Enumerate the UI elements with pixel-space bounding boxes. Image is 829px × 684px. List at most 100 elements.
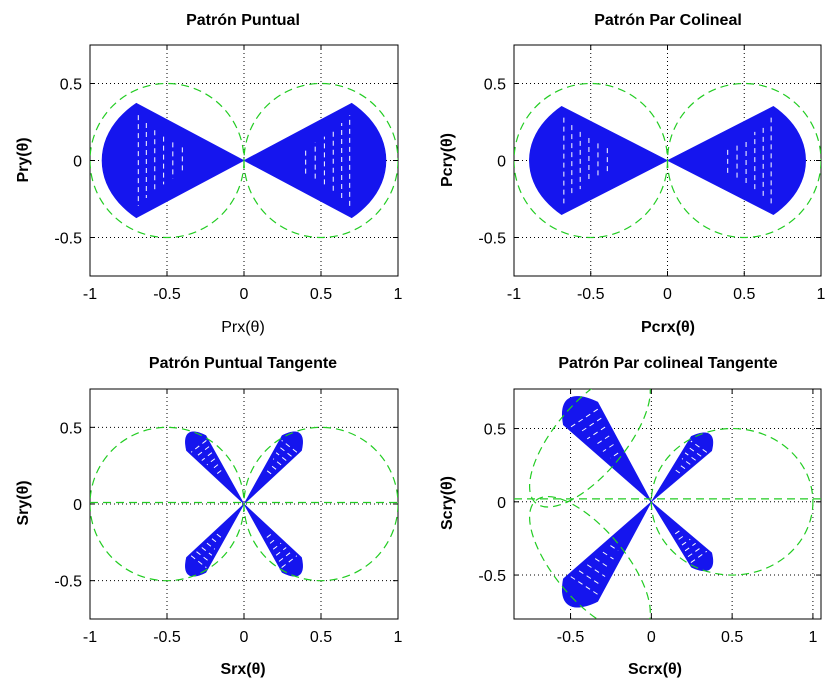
subplot-title: Patrón Puntual xyxy=(186,12,300,29)
lobe-hatch xyxy=(578,417,602,434)
y-axis-label: Pry(θ) xyxy=(15,137,32,182)
subplot-patron-par-colineal-tangente: Patrón Par colineal Tangente Scrx(θ) Scr… xyxy=(439,355,822,678)
x-tick-label: 0.5 xyxy=(721,629,743,646)
lobe-hatch xyxy=(278,446,292,457)
lobe-hatch xyxy=(684,452,696,461)
y-tick-label: 0 xyxy=(73,497,82,514)
lobe-hatch xyxy=(269,538,277,544)
filled-lobe xyxy=(185,431,245,505)
lobe-hatch xyxy=(206,458,216,466)
y-tick-label: 0 xyxy=(73,154,82,171)
filled-lobe xyxy=(529,106,669,215)
x-tick-label: 0 xyxy=(647,629,656,646)
x-tick-label: 0.5 xyxy=(733,286,755,303)
filled-lobe xyxy=(666,106,806,215)
y-tick-label: 0.5 xyxy=(484,422,506,439)
filled-lobe xyxy=(651,432,714,503)
lobe-hatch xyxy=(586,564,606,577)
y-axis-label: Sry(θ) xyxy=(15,480,32,525)
lobe-hatch xyxy=(272,542,282,550)
lobe-hatch xyxy=(687,546,702,558)
x-tick-label: 0.5 xyxy=(310,629,332,646)
x-tick-label: -0.5 xyxy=(557,629,585,646)
lobe-hatch xyxy=(594,558,610,569)
x-tick-label: 0 xyxy=(663,286,672,303)
subplot-patron-puntual: Patrón Puntual Prx(θ) Pry(θ) -1 -0.5 0 0.5 1… xyxy=(15,12,403,336)
lobe-hatch xyxy=(211,538,219,544)
x-tick-label: -1 xyxy=(83,629,97,646)
y-tick-label: 0.5 xyxy=(484,77,506,94)
y-tick-label: -0.5 xyxy=(478,231,506,248)
lobe-hatch xyxy=(190,440,207,453)
lobe-hatch xyxy=(681,458,691,465)
lobe-hatch xyxy=(678,534,686,540)
lobe-hatch xyxy=(690,440,708,453)
plot-content xyxy=(90,389,398,619)
subplot-patron-par-colineal: Patrón Par Colineal Pcrx(θ) Pcry(θ) -1 -0… xyxy=(439,12,826,336)
lobe-hatch xyxy=(269,464,277,470)
lobe-hatch xyxy=(684,542,696,552)
x-tick-label: -1 xyxy=(507,286,521,303)
x-tick-label: 1 xyxy=(817,286,826,303)
lobe-hatch xyxy=(586,426,606,440)
lobe-hatch xyxy=(610,545,619,551)
lobe-hatch xyxy=(674,469,681,474)
lobe-hatch xyxy=(196,446,210,457)
lobe-hatch xyxy=(201,547,213,556)
dashed-ellipse xyxy=(528,389,651,508)
plot-content xyxy=(514,45,821,276)
y-tick-label: 0 xyxy=(497,154,506,171)
subplot-title: Patrón Par Colineal xyxy=(594,12,742,29)
y-tick-label: 0.5 xyxy=(60,420,82,437)
lobe-hatch xyxy=(275,547,287,556)
y-tick-label: 0 xyxy=(497,495,506,512)
lobe-hatch xyxy=(266,533,272,538)
plot-content xyxy=(90,45,398,276)
filled-lobe xyxy=(243,431,303,505)
x-tick-label: 0 xyxy=(240,286,249,303)
lobe-hatch xyxy=(678,463,686,470)
lobe-hatch xyxy=(602,551,614,560)
dashed-circle xyxy=(243,426,398,582)
lobe-hatch xyxy=(196,551,210,562)
lobe-hatch xyxy=(594,435,610,446)
filled-lobe xyxy=(243,503,303,577)
lobe-hatch xyxy=(266,470,272,475)
lobe-hatch xyxy=(674,530,681,535)
x-tick-label: -1 xyxy=(83,286,97,303)
subplot-title: Patrón Par colineal Tangente xyxy=(558,355,777,372)
lobe-hatch xyxy=(272,458,282,466)
lobe-hatch xyxy=(211,464,219,470)
y-tick-label: -0.5 xyxy=(54,574,82,591)
lobe-hatch xyxy=(578,570,602,586)
subplot-title: Patrón Puntual Tangente xyxy=(149,355,337,372)
lobe-hatch xyxy=(216,470,222,475)
y-tick-label: -0.5 xyxy=(54,231,82,248)
lobe-hatch xyxy=(275,452,287,461)
x-tick-label: 0 xyxy=(240,629,249,646)
x-tick-label: -0.5 xyxy=(153,629,181,646)
lobe-hatch xyxy=(281,440,298,453)
plot-area xyxy=(513,388,822,620)
lobe-hatch xyxy=(206,542,216,550)
x-axis-label: Pcrx(θ) xyxy=(641,319,695,336)
lobe-hatch xyxy=(278,551,292,562)
x-tick-label: 1 xyxy=(394,629,403,646)
y-tick-label: 0.5 xyxy=(60,77,82,94)
lobe-hatch xyxy=(201,452,213,461)
x-tick-label: 1 xyxy=(808,629,817,646)
lobe-hatch xyxy=(610,452,619,459)
y-tick-label: -0.5 xyxy=(478,568,506,585)
y-axis-label: Pcry(θ) xyxy=(439,133,456,187)
lobe-hatch xyxy=(281,555,298,568)
plot-content xyxy=(514,389,821,619)
x-axis-label: Srx(θ) xyxy=(220,661,265,678)
lobe-hatch xyxy=(216,533,222,538)
lobe-hatch xyxy=(690,550,708,563)
dashed-circle xyxy=(666,82,821,239)
lobe-hatch xyxy=(687,446,702,457)
lobe-hatch xyxy=(190,555,207,568)
dashed-circle xyxy=(650,427,814,576)
x-tick-label: -0.5 xyxy=(577,286,605,303)
